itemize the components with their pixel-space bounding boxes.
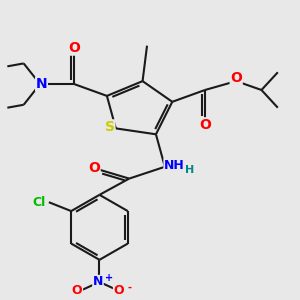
Text: -: - bbox=[127, 283, 131, 293]
Text: N: N bbox=[36, 77, 47, 91]
Text: +: + bbox=[105, 273, 113, 284]
Text: NH: NH bbox=[164, 159, 185, 172]
Text: O: O bbox=[230, 71, 242, 85]
Text: O: O bbox=[113, 284, 124, 297]
Text: H: H bbox=[185, 165, 195, 175]
Text: S: S bbox=[105, 120, 115, 134]
Text: O: O bbox=[88, 161, 100, 175]
Text: O: O bbox=[68, 41, 80, 55]
Text: N: N bbox=[93, 275, 103, 289]
Text: O: O bbox=[72, 284, 83, 297]
Text: O: O bbox=[199, 118, 211, 132]
Text: Cl: Cl bbox=[33, 196, 46, 209]
